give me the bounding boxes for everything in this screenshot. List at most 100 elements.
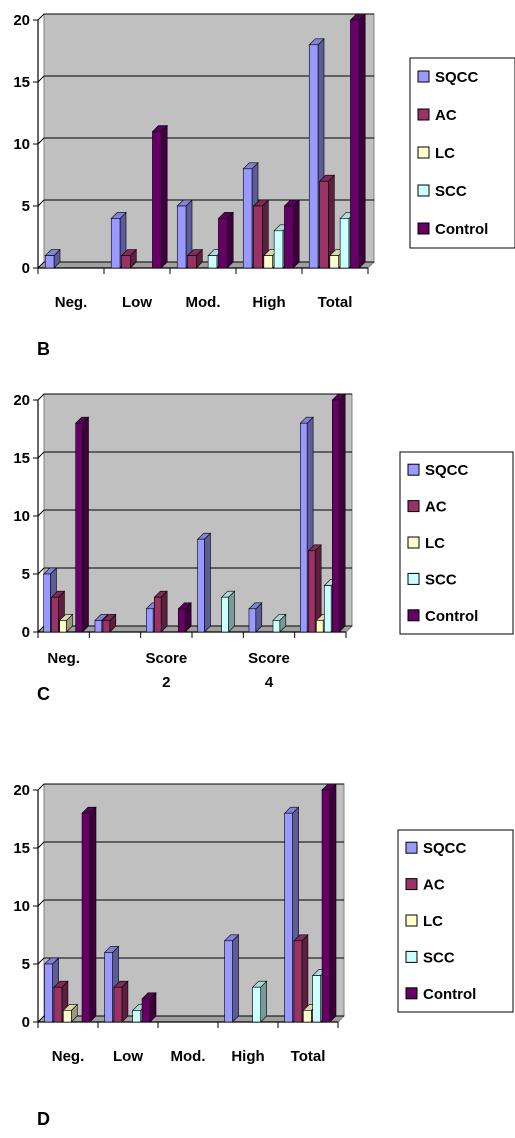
bar-lc-6 — [316, 620, 324, 633]
legend-swatch — [417, 222, 430, 235]
bar-lc-1 — [63, 1010, 72, 1023]
bar-side — [160, 590, 168, 633]
legend-swatch — [407, 463, 420, 476]
y-tick-label: 20 — [13, 392, 30, 409]
legend-label: SCC — [423, 949, 455, 966]
bar-scc-5 — [272, 620, 281, 633]
bar-side — [226, 211, 234, 269]
x-category-label: Low — [122, 294, 152, 311]
legend-label: Control — [423, 986, 476, 1003]
gridline-depth — [37, 1015, 45, 1023]
y-tick-label: 0 — [22, 260, 30, 277]
bar-side — [260, 980, 267, 1023]
panel-label-d: D — [37, 1109, 50, 1129]
legend-label: LC — [425, 535, 445, 552]
bar-lc-1 — [59, 620, 67, 633]
legend-label: SQCC — [425, 462, 469, 479]
bar-control-5 — [350, 19, 360, 269]
bar-sqcc-2 — [104, 952, 113, 1023]
bar-side — [329, 783, 337, 1023]
x-category-label: Total — [291, 1048, 326, 1065]
legend-swatch — [405, 987, 418, 1000]
gridline-depth — [37, 261, 45, 269]
legend-swatch — [417, 184, 430, 197]
y-tick-label: 5 — [22, 956, 30, 973]
bar-sqcc-4 — [197, 538, 205, 633]
legend-label: LC — [435, 145, 455, 162]
bar-control-4 — [284, 205, 294, 269]
x-category-label: Total — [318, 294, 353, 311]
bar-sqcc-4 — [224, 940, 233, 1023]
bar-control-1 — [81, 812, 91, 1023]
bar-ac-2 — [121, 255, 131, 269]
gridline-depth — [37, 899, 45, 907]
panel-label: B — [37, 339, 50, 359]
bar-sqcc-5 — [308, 44, 319, 269]
bar-ac-3 — [154, 596, 162, 633]
bar-side — [292, 199, 300, 269]
x-category-label: Score — [145, 650, 187, 667]
legend-label: SQCC — [423, 840, 467, 857]
legend-label: AC — [435, 107, 457, 124]
bar-lc-4 — [263, 255, 273, 269]
bar-scc-3 — [207, 255, 218, 269]
bar-control-3 — [218, 218, 228, 269]
legend-box — [409, 57, 515, 249]
gridline-depth — [37, 957, 45, 965]
legend-label: Control — [435, 221, 488, 238]
legend-label: AC — [423, 877, 445, 894]
x-category-label: High — [252, 294, 285, 311]
gridline-depth — [37, 841, 45, 849]
y-tick-label: 0 — [22, 624, 30, 641]
bar-sqcc-2 — [110, 218, 121, 269]
legend-swatch — [407, 572, 420, 585]
y-tick-label: 0 — [22, 1014, 30, 1031]
bar-sqcc-2 — [94, 620, 103, 633]
bar-scc-4 — [221, 596, 229, 633]
gridline-depth — [37, 625, 45, 633]
gridline-depth — [37, 509, 45, 517]
bar-sqcc-5 — [284, 812, 293, 1023]
x-category-label: 4 — [265, 674, 274, 691]
chart-panel-3: 0 5 10 15 20 Neg. Low Mod. High Total SQCC AC LC SCC C… — [13, 684, 514, 1065]
y-tick-label: 10 — [13, 136, 30, 153]
bar-control-3 — [178, 608, 186, 633]
y-tick-label: 15 — [13, 840, 30, 857]
chart-panel-2: 0 5 10 15 20 Neg. Score 2 Score 4 SQCC AC LC SCC Contr… — [13, 339, 514, 691]
legend-swatch — [407, 536, 420, 549]
bar-scc-5 — [339, 218, 350, 269]
bar-sqcc-1 — [44, 255, 55, 269]
bar-sqcc-1 — [44, 963, 53, 1023]
x-category-label: High — [231, 1048, 264, 1065]
gridline-depth — [37, 13, 45, 21]
bar-side — [358, 13, 366, 269]
legend-label: SCC — [435, 183, 467, 200]
bar-ac-3 — [187, 255, 197, 269]
bar-control-5 — [321, 789, 331, 1023]
bar-ac-2 — [113, 986, 123, 1023]
x-category-label: Neg. — [47, 650, 80, 667]
bar-scc-2 — [132, 1010, 141, 1023]
bar-side — [89, 806, 97, 1023]
legend-swatch — [417, 70, 430, 83]
legend-swatch — [417, 108, 430, 121]
gridline-depth — [37, 199, 45, 207]
y-tick-label: 20 — [13, 782, 30, 799]
y-tick-label: 15 — [13, 74, 30, 91]
legend-swatch — [405, 914, 418, 927]
bar-control-2 — [152, 131, 162, 269]
legend-label: AC — [425, 499, 447, 516]
legend-swatch — [405, 841, 418, 854]
bar-lc-5 — [303, 1010, 312, 1023]
y-tick-label: 5 — [22, 566, 30, 583]
y-tick-label: 5 — [22, 198, 30, 215]
legend-swatch — [407, 500, 420, 513]
panel-label: C — [37, 684, 50, 704]
gridline-depth — [37, 567, 45, 575]
x-category-label: 2 — [162, 674, 170, 691]
x-category-label: Neg. — [52, 1048, 85, 1065]
bar-side — [82, 416, 89, 633]
bar-side — [121, 980, 129, 1023]
bar-ac-2 — [102, 620, 111, 633]
bar-ac-4 — [253, 205, 263, 269]
